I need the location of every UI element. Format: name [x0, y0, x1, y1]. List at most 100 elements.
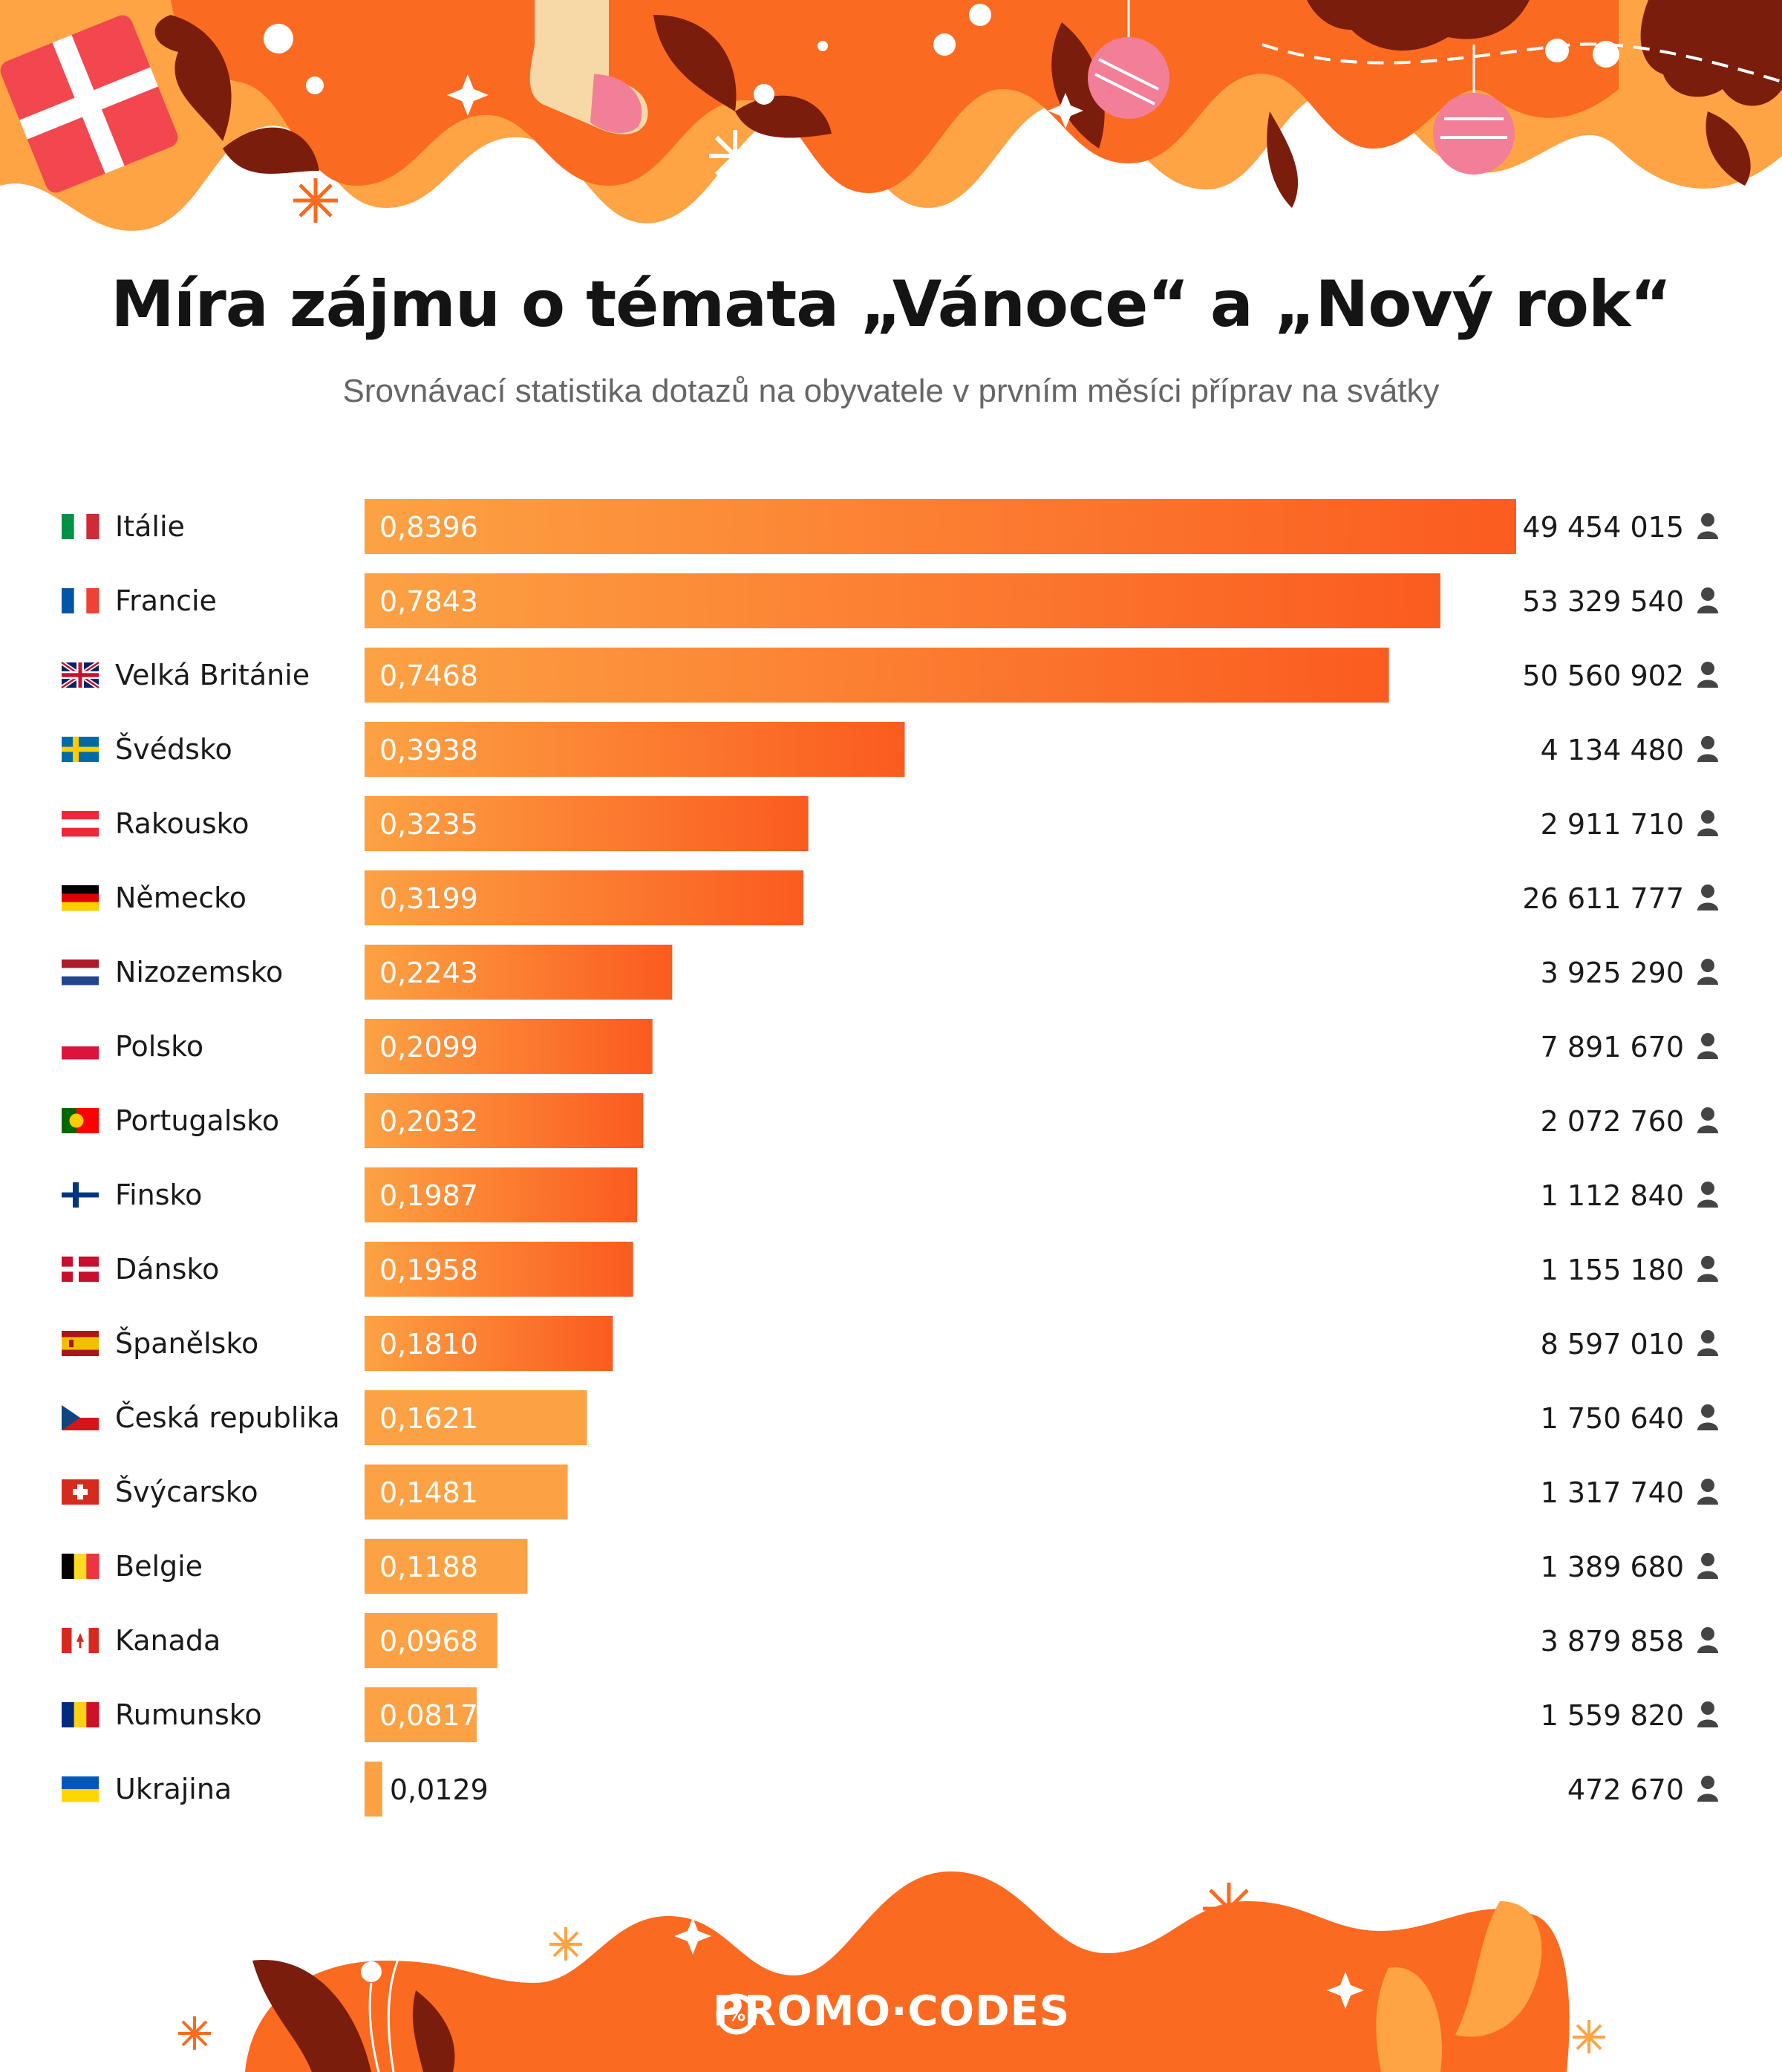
chart-row: Belgie 0,1188 1 389 680 [62, 1539, 1718, 1594]
chart-row: Kanada 0,0968 3 879 858 [62, 1613, 1718, 1668]
country-label: Rumunsko [115, 1698, 262, 1731]
chart-row: Česká republika 0,1621 1 750 640 [62, 1390, 1718, 1445]
country-label: Portugalsko [115, 1104, 279, 1137]
flag-de-icon [62, 885, 99, 911]
person-icon [1697, 513, 1718, 539]
bar [365, 1242, 633, 1297]
country-label: Dánsko [115, 1253, 219, 1286]
person-icon [1697, 1182, 1718, 1208]
country-label: Rakousko [115, 807, 249, 840]
value-label: 0,3235 [379, 808, 478, 841]
ornament-ball-icon [1088, 0, 1169, 119]
country-label: Švýcarsko [115, 1476, 258, 1508]
country-label: Belgie [115, 1550, 203, 1583]
chart-row: Rumunsko 0,0817 1 559 820 [62, 1687, 1718, 1742]
sparkle-icon [674, 1918, 1364, 2009]
bar [365, 1687, 477, 1742]
page-subtitle: Srovnávací statistika dotazů na obyvatel… [342, 373, 1440, 409]
chart-row: Švýcarsko 0,1481 1 317 740 [62, 1465, 1718, 1519]
country-label: Německo [115, 882, 247, 914]
bar [365, 870, 803, 925]
bar [365, 722, 905, 777]
value-label: 0,0968 [379, 1625, 478, 1658]
population-label: 8 597 010 [1541, 1328, 1684, 1361]
flag-es-icon [62, 1331, 99, 1356]
country-label: Švédsko [115, 733, 232, 766]
bar [365, 1390, 587, 1445]
population-label: 2 911 710 [1541, 808, 1684, 841]
bar [365, 648, 1389, 703]
value-label: 0,2099 [379, 1031, 478, 1063]
value-label: 0,7468 [379, 659, 478, 692]
svg-text:%: % [728, 2004, 745, 2025]
population-label: 50 560 902 [1522, 659, 1684, 692]
person-icon [1697, 1107, 1718, 1133]
person-icon [1697, 1404, 1718, 1430]
person-icon [1697, 1776, 1718, 1802]
value-label: 0,0817 [379, 1699, 478, 1732]
sock-icon [529, 0, 648, 134]
value-label: 0,1621 [379, 1402, 478, 1435]
country-label: Francie [115, 584, 217, 617]
country-label: Velká Británie [115, 659, 310, 691]
population-label: 4 134 480 [1541, 734, 1684, 766]
person-icon [1697, 810, 1718, 836]
chart-row: Itálie 0,8396 49 454 015 [62, 499, 1718, 554]
bar [365, 1316, 613, 1371]
person-icon [1697, 1033, 1718, 1059]
population-label: 1 112 840 [1541, 1179, 1684, 1212]
holly-leaves-right [1307, 0, 1782, 186]
person-icon [1697, 1627, 1718, 1653]
population-label: 49 454 015 [1522, 511, 1684, 544]
population-label: 1 317 740 [1541, 1476, 1684, 1509]
bar [365, 1465, 568, 1519]
chart-row: Polsko 0,2099 7 891 670 [62, 1019, 1718, 1074]
flag-be-icon [62, 1554, 99, 1579]
holly-leaves-left [154, 15, 319, 174]
country-label: Nizozemsko [115, 956, 283, 988]
snowflake-icon [1203, 1883, 1255, 1935]
snowflake-icon [1573, 2020, 1605, 2053]
promo-codes-logo: PROMO·CODES [713, 1987, 1071, 2036]
person-icon [1697, 884, 1718, 910]
population-label: 1 155 180 [1541, 1254, 1684, 1286]
flag-ca-icon [62, 1628, 99, 1653]
snowflake-icon [709, 130, 761, 182]
flag-cz-icon [62, 1405, 99, 1430]
value-label: 0,8396 [379, 511, 478, 544]
value-label: 0,2032 [379, 1105, 478, 1138]
stem [368, 1952, 402, 2072]
population-label: 1 389 680 [1541, 1551, 1684, 1583]
value-label: 0,1987 [379, 1179, 478, 1212]
person-icon [1697, 1701, 1718, 1727]
person-icon [1697, 959, 1718, 985]
flag-pt-icon [62, 1108, 99, 1133]
flag-pl-icon [62, 1034, 99, 1060]
flag-gb-icon [60, 660, 100, 690]
value-label: 0,7843 [379, 585, 478, 618]
person-icon [1697, 662, 1718, 688]
country-label: Itálie [115, 510, 185, 543]
country-label: Ukrajina [115, 1773, 232, 1805]
country-label: Kanada [115, 1624, 221, 1657]
bar [365, 573, 1440, 628]
bar [365, 499, 1516, 554]
bar [365, 1093, 644, 1148]
chart-row: Švédsko 0,3938 4 134 480 [62, 722, 1718, 777]
value-label: 0,3938 [379, 734, 478, 766]
leaves-left [252, 1960, 455, 2072]
flag-ua-icon [62, 1776, 99, 1802]
country-label: Finsko [115, 1179, 202, 1211]
person-icon [1697, 1479, 1718, 1505]
person-icon [1697, 1330, 1718, 1356]
value-label: 0,3199 [379, 882, 478, 915]
chart-row: Velká Británie 0,7468 50 560 902 [60, 648, 1718, 703]
bar [365, 1019, 653, 1074]
page-title: Míra zájmu o témata „Vánoce“ a „Nový rok… [111, 267, 1671, 342]
bar [365, 945, 673, 1000]
snowflake-icon [293, 178, 338, 223]
bottom-christmas-decoration: % [178, 1871, 1605, 2072]
value-label: 0,1958 [379, 1254, 478, 1286]
chart-row: Dánsko 0,1958 1 155 180 [62, 1242, 1718, 1297]
value-label: 0,1810 [379, 1328, 478, 1361]
